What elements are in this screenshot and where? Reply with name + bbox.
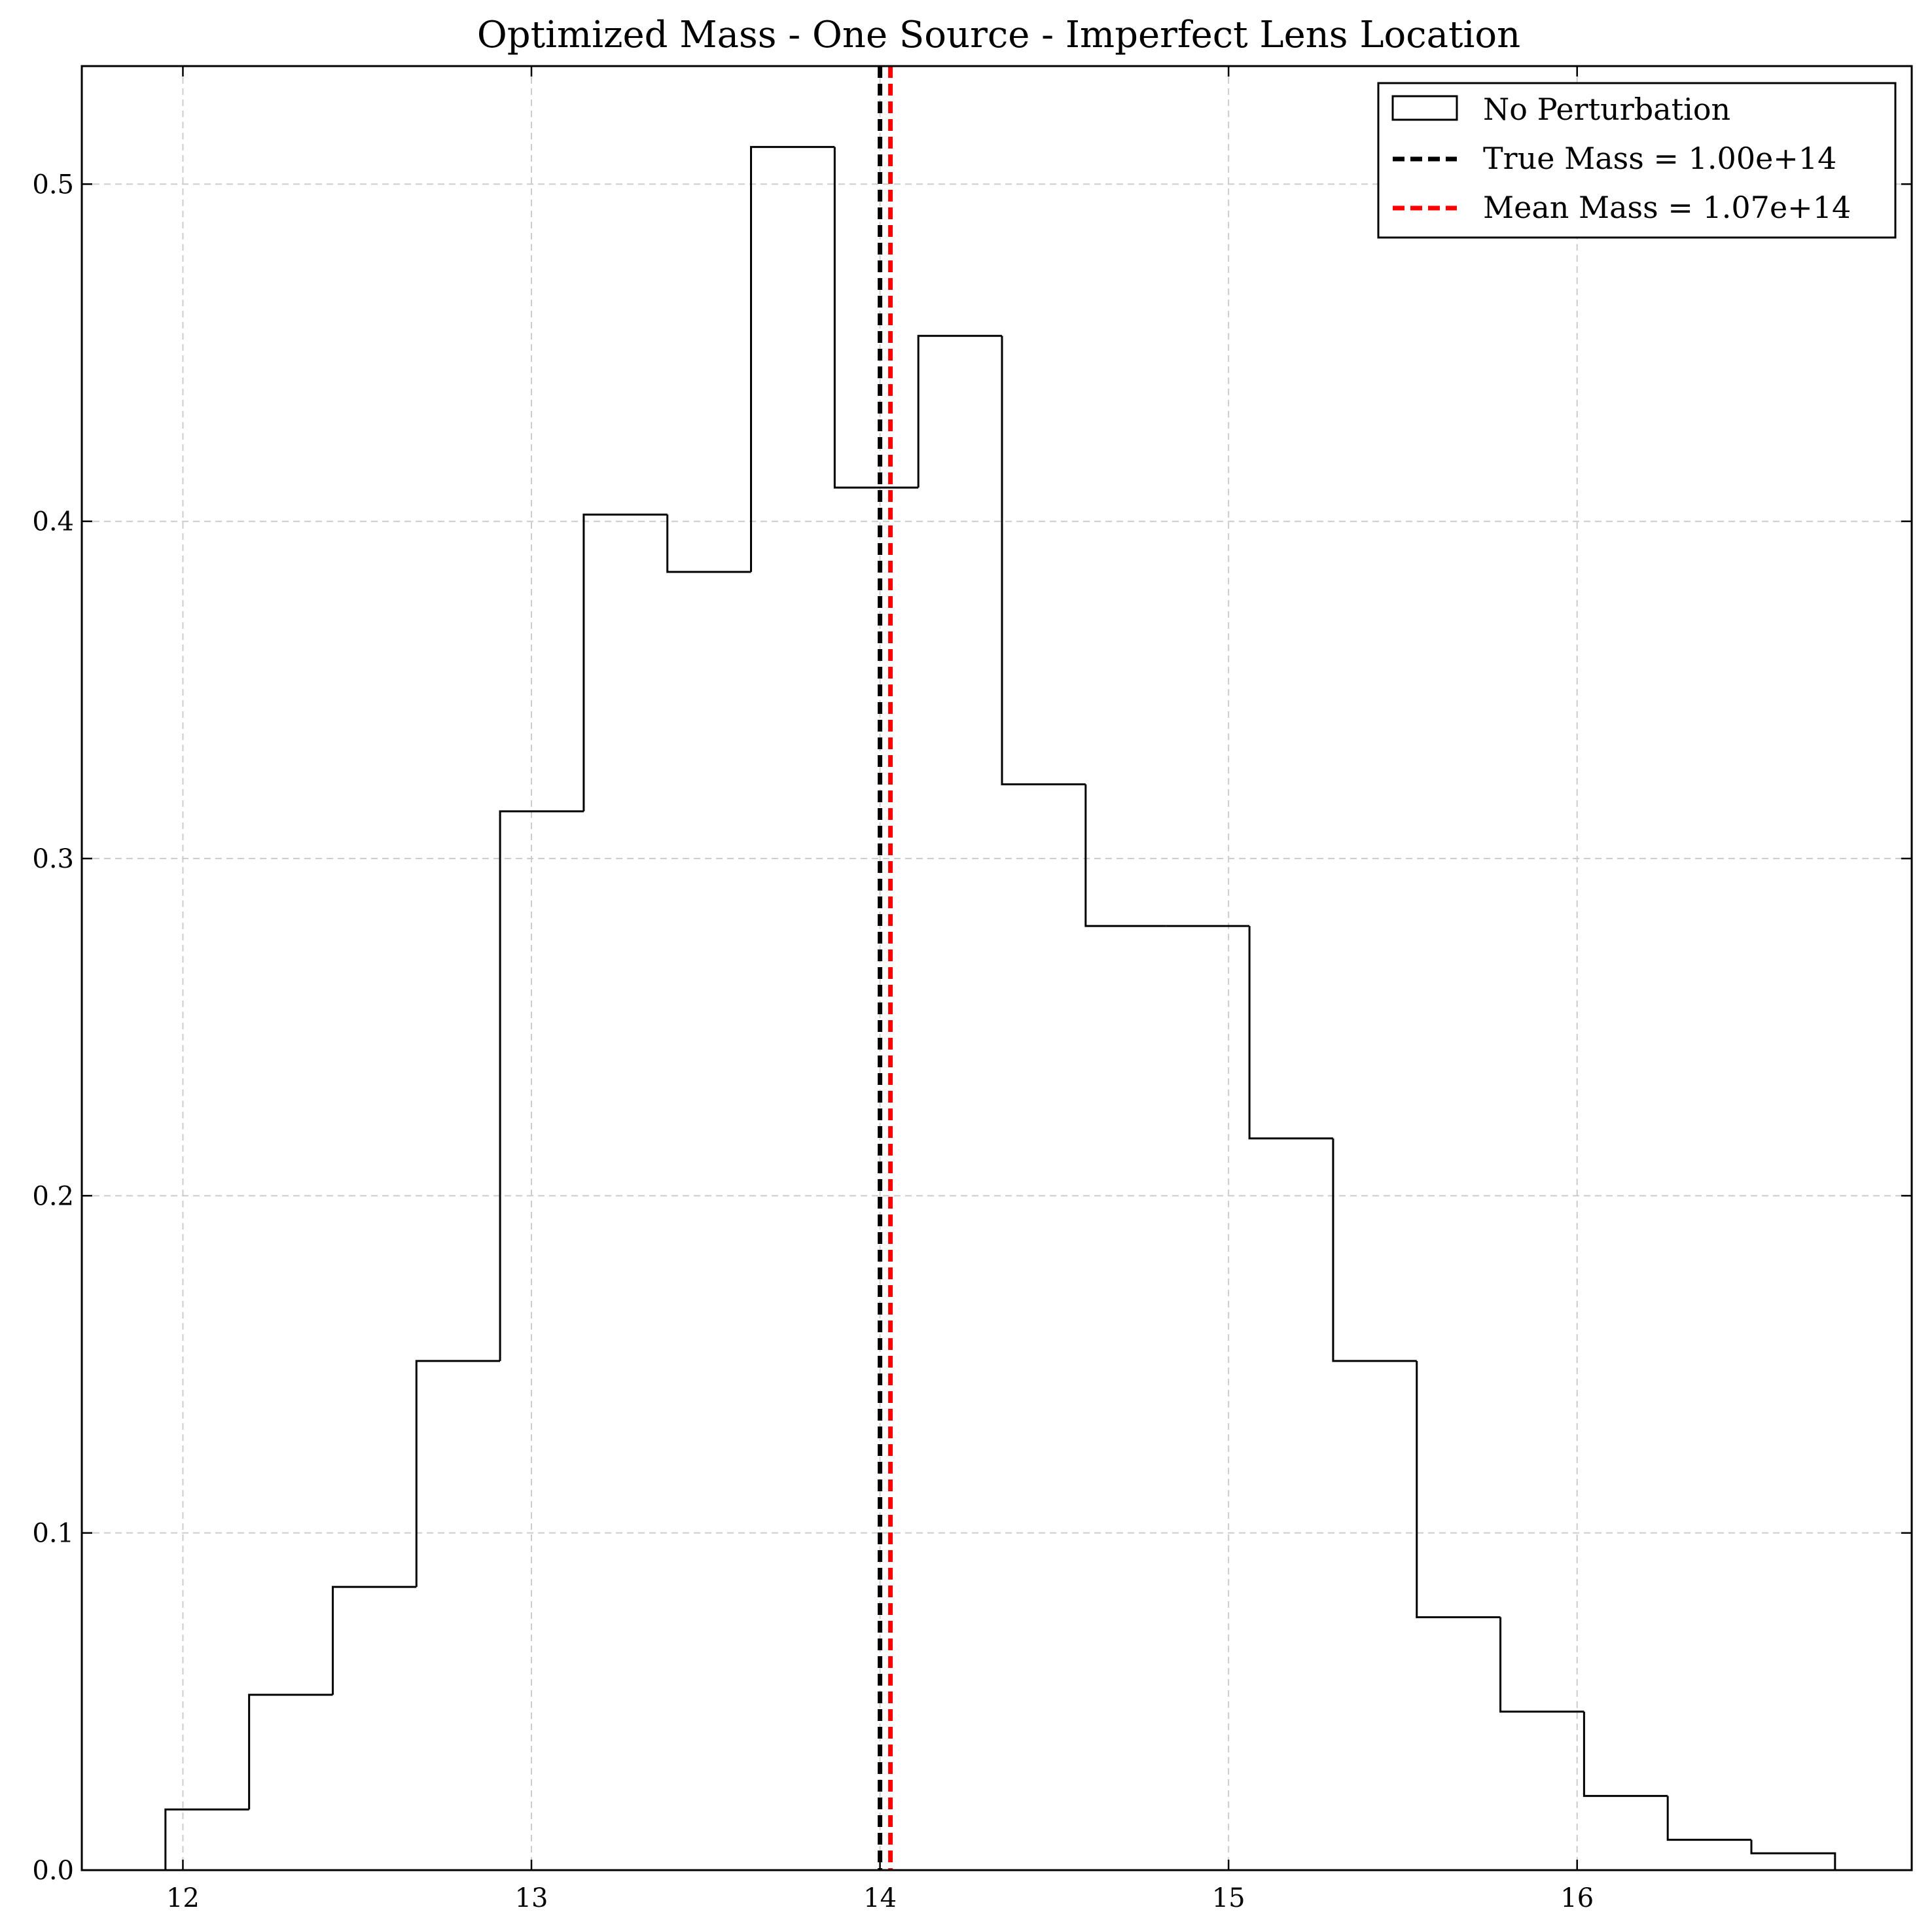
x-tick-label: 16 — [1560, 1883, 1594, 1913]
histogram-bar — [1583, 1711, 1668, 1798]
x-tick-label: 14 — [863, 1883, 897, 1913]
y-tick-label: 0.3 — [32, 844, 74, 874]
chart-title: Optimized Mass - One Source - Imperfect … — [477, 14, 1520, 56]
histogram-bar — [331, 1586, 417, 1695]
y-tick-label: 0.2 — [32, 1181, 74, 1211]
histogram-bar — [1084, 784, 1166, 927]
histogram-bar — [1750, 1839, 1836, 1870]
histogram-bar — [164, 1808, 249, 1870]
axis-ticks: 12 13 14 15 16 0.0 0.1 0.2 0.3 0.4 0.5 — [32, 66, 1912, 1913]
histogram-bar — [1001, 336, 1086, 786]
histogram-bar — [415, 1360, 501, 1587]
legend-frame — [1377, 82, 1897, 239]
histogram-bar — [248, 1693, 333, 1810]
histogram-bar — [917, 334, 1002, 488]
histogram-bar — [499, 810, 584, 1361]
x-tick-label: 12 — [166, 1883, 200, 1913]
legend-hist-swatch — [1391, 95, 1458, 121]
histogram-bar — [582, 513, 668, 811]
legend-label-mean-mass: Mean Mass = 1.07e+14 — [1483, 190, 1851, 225]
y-tick-label: 0.5 — [32, 169, 74, 200]
x-tick-label: 13 — [515, 1883, 548, 1913]
y-tick-label: 0.4 — [32, 507, 74, 537]
x-tick-label: 15 — [1212, 1883, 1245, 1913]
legend-label-histogram: No Perturbation — [1483, 92, 1730, 127]
histogram-bar — [1666, 1796, 1752, 1841]
histogram-bars — [164, 146, 1836, 1870]
histogram-bar — [833, 147, 919, 489]
legend-label-true-mass: True Mass = 1.00e+14 — [1483, 141, 1836, 176]
histogram-bar — [666, 514, 751, 573]
plot-frame — [80, 65, 1913, 1871]
histogram-bar — [750, 146, 835, 572]
histogram-bar — [1332, 1138, 1417, 1362]
histogram-bar — [1499, 1617, 1584, 1713]
legend: No Perturbation True Mass = 1.00e+14 Mea… — [1377, 82, 1897, 239]
reference-lines — [878, 66, 893, 1870]
y-tick-label: 0.1 — [32, 1519, 74, 1549]
histogram-bar — [1416, 1360, 1501, 1618]
histogram-bar — [1248, 926, 1333, 1140]
y-tick-label: 0.0 — [32, 1856, 74, 1886]
